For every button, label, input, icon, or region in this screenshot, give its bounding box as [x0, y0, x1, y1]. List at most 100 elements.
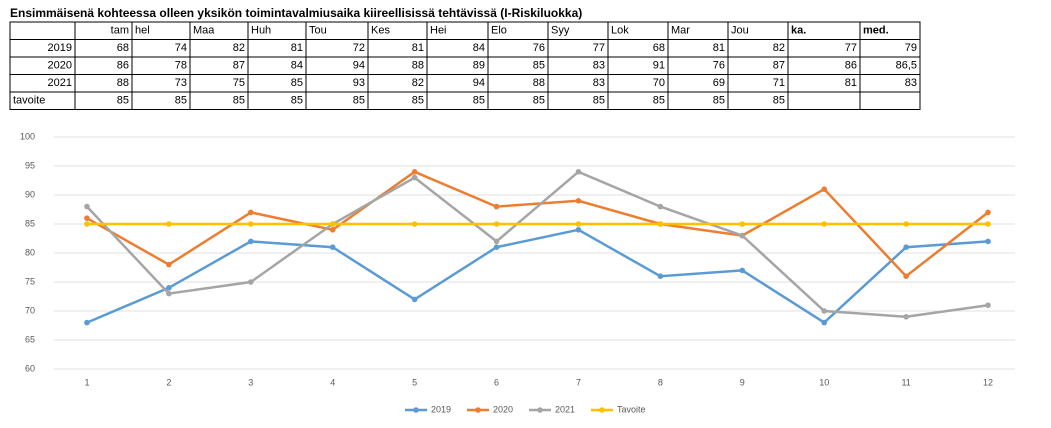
point [575, 227, 582, 233]
cell: 81 [713, 42, 725, 54]
point [657, 273, 664, 280]
point [84, 221, 90, 227]
cell: 81 [291, 42, 303, 54]
cell: 93 [353, 77, 365, 89]
cell: 77 [593, 42, 605, 54]
legend-label: 2019 [431, 404, 451, 414]
point [903, 273, 909, 280]
y-tick-label: 75 [25, 276, 35, 286]
cell: 68 [117, 42, 129, 54]
x-tick-label: 5 [412, 377, 417, 387]
point [84, 203, 90, 210]
y-tick-label: 65 [25, 334, 35, 344]
x-tick-label: 8 [658, 377, 663, 387]
cell: 76 [533, 42, 545, 54]
point [903, 221, 909, 227]
cell: 85 [773, 95, 785, 107]
cell: 79 [905, 42, 917, 54]
point [411, 174, 418, 181]
cell: 82 [773, 42, 785, 54]
point [493, 203, 500, 210]
x-tick-label: 2 [166, 377, 171, 387]
point [903, 314, 909, 320]
cell: 82 [412, 77, 424, 89]
header-cell: ka. [791, 25, 806, 37]
point [247, 238, 254, 245]
header-cell: Kes [371, 25, 390, 37]
point [411, 296, 418, 303]
point [411, 221, 418, 227]
cell: 85 [291, 95, 303, 107]
point [166, 261, 172, 268]
x-tick-label: 9 [740, 377, 745, 387]
cell: 87 [773, 60, 785, 72]
cell: 94 [353, 60, 365, 72]
cell: 85 [593, 95, 605, 107]
cell: 85 [713, 95, 725, 107]
cell: 91 [653, 60, 665, 72]
x-tick-label: 7 [576, 377, 581, 387]
point [739, 232, 746, 239]
cell: 85 [233, 95, 245, 107]
cell: 85 [533, 95, 545, 107]
point [493, 221, 500, 227]
cell: 84 [473, 42, 485, 54]
series-line [86, 170, 989, 278]
cell: 73 [175, 77, 187, 89]
x-tick-label: 11 [901, 377, 910, 387]
legend-marker [475, 407, 481, 413]
point [247, 279, 254, 285]
cell: 72 [353, 42, 365, 54]
row-label: 2021 [48, 77, 72, 89]
point [903, 244, 909, 250]
header-cell: Mar [671, 25, 690, 37]
header-cell: Syy [551, 25, 570, 37]
point [821, 319, 828, 326]
header-cell: Huh [251, 25, 271, 37]
cell: 75 [233, 77, 245, 89]
y-tick-label: 90 [25, 189, 35, 199]
legend-marker [599, 407, 605, 413]
point [166, 221, 172, 227]
cell: 74 [175, 42, 187, 54]
point [166, 290, 172, 297]
point [739, 221, 746, 227]
cell: 89 [473, 60, 485, 72]
row-label: 2019 [48, 42, 72, 54]
cell: 69 [713, 77, 725, 89]
header-cell: tam [111, 25, 129, 37]
legend-label: 2021 [555, 404, 575, 414]
cell: 83 [905, 77, 917, 89]
point [575, 221, 582, 227]
y-tick-label: 95 [25, 160, 35, 170]
point [247, 209, 254, 216]
header-cell: Tou [309, 25, 327, 37]
cell: 85 [473, 95, 485, 107]
point [575, 198, 582, 204]
cell: 85 [533, 60, 545, 72]
point [84, 319, 90, 326]
x-tick-label: 6 [494, 377, 499, 387]
header-cell: Jou [731, 25, 749, 37]
cell: 85 [412, 95, 424, 107]
cell: 85 [117, 95, 129, 107]
point [985, 238, 991, 245]
cell: 88 [533, 77, 545, 89]
point [411, 169, 418, 175]
table-frame [9, 21, 921, 110]
point [247, 221, 254, 227]
point [84, 215, 90, 221]
point [821, 308, 828, 314]
point [329, 221, 336, 227]
x-tick-label: 12 [983, 377, 993, 387]
header-cell: Lok [611, 25, 629, 37]
point [985, 209, 991, 216]
y-tick-label: 70 [25, 305, 35, 315]
cell: 86,5 [896, 60, 917, 72]
cell: 82 [233, 42, 245, 54]
sheet-title: Ensimmäisenä kohteessa olleen yksikön to… [10, 6, 582, 20]
header-cell: hel [135, 25, 150, 37]
header-cell: Maa [193, 25, 215, 37]
cell: 86 [117, 60, 129, 72]
